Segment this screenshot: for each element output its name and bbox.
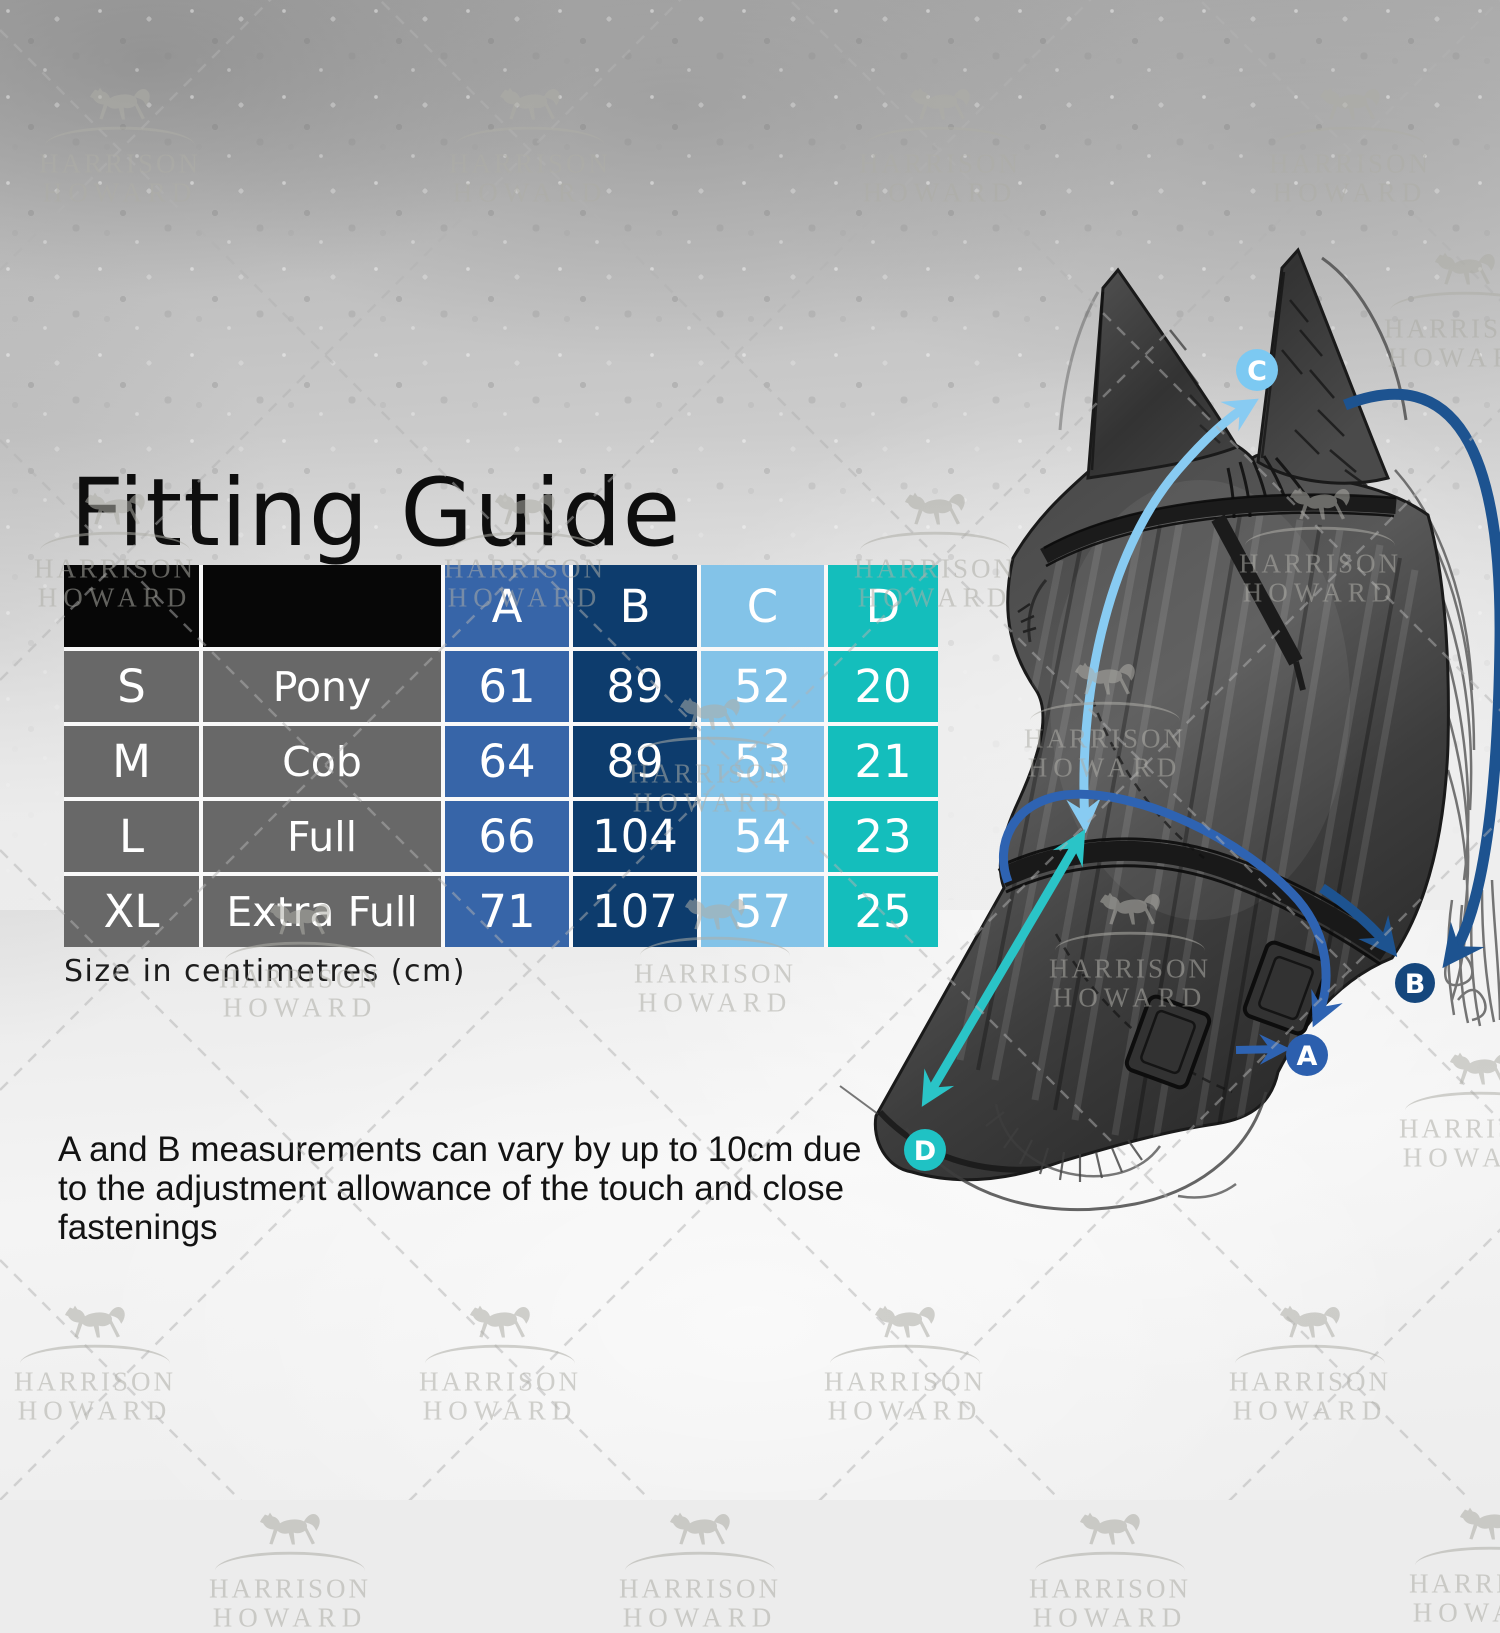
value-d: 20 xyxy=(828,651,938,722)
watermark-line2: HOWARD xyxy=(1412,1597,1500,1628)
watermark-line2: HOWARD xyxy=(212,1602,368,1633)
logo-arc xyxy=(1415,1546,1500,1566)
size-table: A B C D S Pony 61 89 52 20 M Cob 64 89 5… xyxy=(64,565,938,947)
watermark-line2: HOWARD xyxy=(622,1602,778,1633)
table-corner-blank xyxy=(64,565,199,647)
table-corner-blank xyxy=(203,565,441,647)
page-title: Fitting Guide xyxy=(70,458,682,568)
galloping-horse-logo-icon xyxy=(670,1512,730,1545)
value-b: 89 xyxy=(573,651,697,722)
value-a: 61 xyxy=(445,651,569,722)
row-size: XL xyxy=(64,876,199,947)
value-a: 66 xyxy=(445,801,569,872)
value-c: 53 xyxy=(701,726,824,797)
watermark-line1: HARRISON xyxy=(1408,1568,1500,1599)
logo-arc xyxy=(215,1551,365,1571)
row-name: Extra Full xyxy=(203,876,441,947)
col-header-d: D xyxy=(828,565,938,647)
value-b: 104 xyxy=(573,801,697,872)
value-b: 107 xyxy=(573,876,697,947)
galloping-horse-logo-icon xyxy=(1460,1507,1500,1540)
value-c: 52 xyxy=(701,651,824,722)
row-name: Full xyxy=(203,801,441,872)
row-size: L xyxy=(64,801,199,872)
measurement-footnote: A and B measurements can vary by up to 1… xyxy=(58,1130,862,1247)
logo-arc xyxy=(1035,1551,1185,1571)
size-unit-note: Size in centimetres (cm) xyxy=(64,954,466,989)
logo-arc xyxy=(625,1551,775,1571)
value-a: 71 xyxy=(445,876,569,947)
watermark-line1: HARRISON xyxy=(618,1573,782,1604)
value-c: 54 xyxy=(701,801,824,872)
watermark-line1: HARRISON xyxy=(1028,1573,1192,1604)
value-d: 23 xyxy=(828,801,938,872)
brand-watermark: HARRISON HOWARD xyxy=(209,1505,371,1633)
brand-watermark: HARRISON HOWARD xyxy=(1029,1505,1191,1633)
row-name: Cob xyxy=(203,726,441,797)
watermark-line2: HOWARD xyxy=(1032,1602,1188,1633)
col-header-c: C xyxy=(701,565,824,647)
watermark-line1: HARRISON xyxy=(208,1573,372,1604)
value-d: 21 xyxy=(828,726,938,797)
value-a: 64 xyxy=(445,726,569,797)
value-c: 57 xyxy=(701,876,824,947)
col-header-a: A xyxy=(445,565,569,647)
brand-watermark: HARRISON HOWARD xyxy=(1409,1500,1500,1628)
brand-watermark: HARRISON HOWARD xyxy=(619,1505,781,1633)
value-d: 25 xyxy=(828,876,938,947)
galloping-horse-logo-icon xyxy=(1080,1512,1140,1545)
col-header-b: B xyxy=(573,565,697,647)
galloping-horse-logo-icon xyxy=(260,1512,320,1545)
row-size: S xyxy=(64,651,199,722)
row-name: Pony xyxy=(203,651,441,722)
value-b: 89 xyxy=(573,726,697,797)
row-size: M xyxy=(64,726,199,797)
